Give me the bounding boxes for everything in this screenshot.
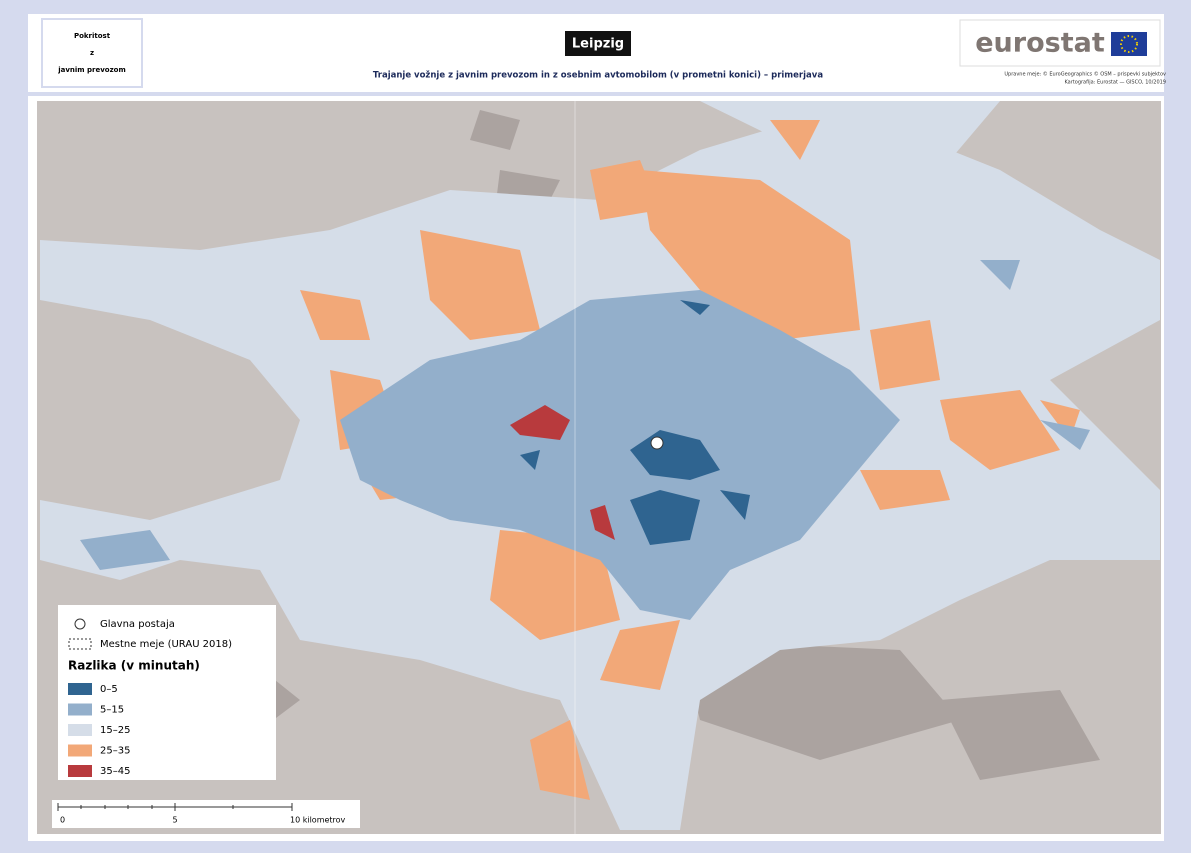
legend-swatch (68, 683, 92, 695)
coverage-text: Pokritost (74, 32, 111, 40)
travel-time-zone (510, 405, 615, 540)
travel-time-zone (300, 120, 1080, 800)
map (37, 101, 1161, 834)
scale-label: 5 (172, 816, 177, 825)
credit: Kartografija: Eurostat — GISCO, 10/2019 (1064, 80, 1166, 86)
scale-box (52, 800, 360, 828)
legend-label: 0–5 (100, 684, 118, 695)
legend-station: Glavna postaja (100, 619, 175, 630)
subtitle: Trajanje vožnje z javnim prevozom in z o… (373, 71, 823, 81)
legend-title: Razlika (v minutah) (68, 659, 200, 673)
eu-stars (1120, 35, 1138, 53)
title-box (565, 31, 631, 56)
legend-swatch (68, 703, 92, 716)
legend-swatch (68, 724, 92, 736)
coverage-text: z (90, 49, 94, 57)
logo: eurostat (975, 28, 1105, 59)
coverage-box (41, 18, 143, 88)
legend-box (58, 605, 276, 780)
scale-label: 10 kilometrov (290, 816, 346, 825)
legend-label: 5–15 (100, 705, 124, 716)
legend-swatch (68, 744, 92, 757)
legend-label: 25–35 (100, 746, 130, 757)
coverage-text: javnim prevozom (57, 66, 126, 74)
title: Leipzig (572, 37, 624, 52)
legend-swatch (68, 765, 92, 777)
scale-bar (57, 803, 293, 811)
travel-time-zone (80, 260, 1090, 620)
legend-classes: 0–5 5–15 15–25 25–35 35–45 (68, 683, 130, 777)
station-icon (650, 436, 664, 450)
legend-boundary: Mestne meje (URAU 2018) (100, 639, 232, 650)
legend-label: 35–45 (100, 766, 130, 777)
legend-label: 15–25 (100, 725, 130, 736)
station-symbol (74, 618, 86, 630)
credit: Upravne meje: © EuroGeographics © OSM – … (1004, 71, 1166, 78)
scale-label: 0 (60, 816, 65, 825)
